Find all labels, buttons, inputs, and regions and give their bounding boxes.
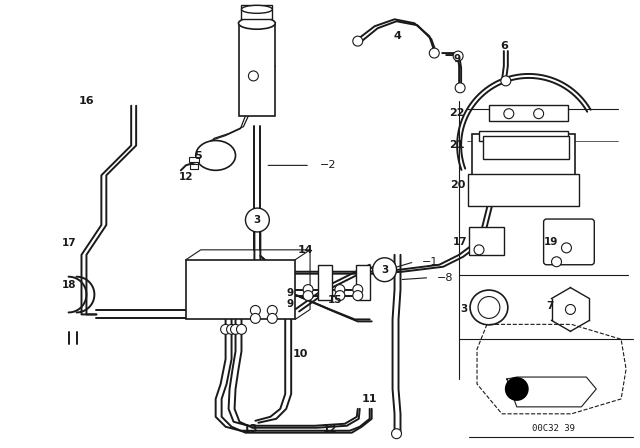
Text: 12: 12 bbox=[323, 424, 337, 434]
Text: −2: −2 bbox=[320, 160, 337, 170]
Circle shape bbox=[250, 306, 260, 315]
Text: 00C32 39: 00C32 39 bbox=[532, 424, 575, 433]
Circle shape bbox=[250, 314, 260, 323]
Bar bbox=[241, 5, 272, 19]
Circle shape bbox=[453, 51, 463, 61]
Text: 14: 14 bbox=[298, 245, 313, 255]
Bar bbox=[186, 260, 295, 319]
Circle shape bbox=[552, 257, 561, 267]
Bar bbox=[356, 265, 370, 300]
Ellipse shape bbox=[241, 5, 272, 13]
Text: 21: 21 bbox=[449, 141, 465, 151]
FancyBboxPatch shape bbox=[483, 136, 570, 159]
FancyBboxPatch shape bbox=[543, 219, 595, 265]
Ellipse shape bbox=[478, 297, 500, 319]
Circle shape bbox=[455, 83, 465, 93]
Circle shape bbox=[534, 109, 543, 119]
Bar bbox=[190, 164, 198, 169]
Text: 16: 16 bbox=[79, 96, 94, 106]
Bar bbox=[189, 157, 199, 162]
Circle shape bbox=[353, 291, 363, 301]
Circle shape bbox=[227, 324, 237, 334]
Text: 9: 9 bbox=[287, 288, 294, 297]
Text: 5: 5 bbox=[194, 151, 202, 161]
Text: 7: 7 bbox=[547, 302, 554, 311]
Text: 15: 15 bbox=[328, 294, 342, 305]
Circle shape bbox=[429, 48, 439, 58]
Circle shape bbox=[505, 377, 529, 401]
Circle shape bbox=[221, 324, 230, 334]
Text: 18: 18 bbox=[62, 280, 77, 289]
Bar bbox=[489, 105, 568, 121]
Text: 9: 9 bbox=[454, 54, 461, 64]
Circle shape bbox=[561, 243, 572, 253]
Bar bbox=[239, 23, 275, 116]
Text: 6: 6 bbox=[500, 41, 508, 51]
Circle shape bbox=[335, 291, 345, 301]
Text: 12: 12 bbox=[179, 172, 193, 182]
Text: −1: −1 bbox=[421, 257, 438, 267]
Circle shape bbox=[372, 258, 397, 282]
Circle shape bbox=[353, 284, 363, 294]
Text: 11: 11 bbox=[362, 394, 378, 404]
Circle shape bbox=[268, 306, 277, 315]
Bar bbox=[469, 227, 504, 255]
Text: 10: 10 bbox=[292, 349, 308, 359]
Circle shape bbox=[353, 36, 363, 46]
FancyBboxPatch shape bbox=[472, 134, 575, 202]
Circle shape bbox=[230, 324, 241, 334]
Text: 20: 20 bbox=[450, 180, 465, 190]
Text: 3: 3 bbox=[381, 265, 388, 275]
Circle shape bbox=[501, 76, 511, 86]
Text: 17: 17 bbox=[452, 237, 467, 247]
Circle shape bbox=[335, 284, 345, 294]
Text: 13: 13 bbox=[243, 424, 258, 434]
Circle shape bbox=[248, 71, 259, 81]
Ellipse shape bbox=[239, 17, 275, 29]
Circle shape bbox=[246, 208, 269, 232]
Text: 19: 19 bbox=[543, 237, 558, 247]
Circle shape bbox=[514, 195, 524, 205]
FancyBboxPatch shape bbox=[468, 174, 579, 206]
Circle shape bbox=[484, 195, 494, 205]
Circle shape bbox=[392, 429, 401, 439]
Bar bbox=[479, 130, 568, 141]
Text: −8: −8 bbox=[437, 273, 454, 283]
Text: 9: 9 bbox=[287, 300, 294, 310]
Circle shape bbox=[504, 109, 514, 119]
Circle shape bbox=[566, 305, 575, 314]
Ellipse shape bbox=[196, 141, 236, 170]
Circle shape bbox=[268, 314, 277, 323]
Text: 3: 3 bbox=[254, 215, 261, 225]
Circle shape bbox=[303, 291, 313, 301]
Ellipse shape bbox=[470, 290, 508, 325]
Circle shape bbox=[303, 284, 313, 294]
Circle shape bbox=[237, 324, 246, 334]
Bar bbox=[318, 265, 332, 300]
Text: 3: 3 bbox=[460, 305, 467, 314]
Circle shape bbox=[474, 245, 484, 255]
Text: 17: 17 bbox=[62, 238, 77, 248]
Text: 4: 4 bbox=[394, 31, 401, 41]
Text: 22: 22 bbox=[449, 108, 465, 118]
